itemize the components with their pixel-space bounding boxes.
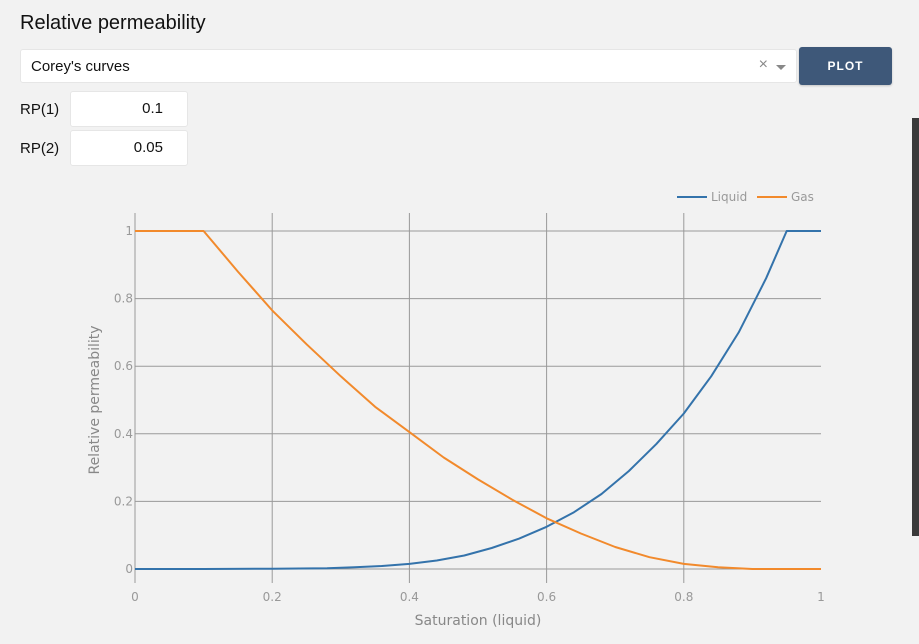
series-line-gas: [135, 230, 821, 570]
scrollbar[interactable]: [912, 118, 919, 536]
y-axis-title: Relative permeability: [87, 325, 103, 474]
clear-icon[interactable]: ×: [758, 56, 768, 73]
y-tick-label: 0.6: [114, 359, 133, 373]
legend: Liquid Gas: [677, 190, 814, 204]
x-tick-label: 0: [131, 590, 139, 604]
y-tick-label: 0.2: [114, 494, 133, 508]
chevron-down-icon[interactable]: [776, 65, 786, 70]
rp2-label: RP(2): [20, 140, 60, 157]
x-tick-label: 1: [817, 590, 825, 604]
series-line-liquid: [135, 230, 821, 570]
grid: [134, 213, 821, 583]
y-tick-label: 0.4: [114, 427, 133, 441]
curve-type-select[interactable]: Corey's curves ×: [20, 49, 797, 83]
rp1-label: RP(1): [20, 101, 60, 118]
y-tick-label: 0: [125, 562, 133, 576]
rp1-input[interactable]: 0.1: [70, 91, 188, 127]
legend-label-liquid: Liquid: [711, 190, 747, 204]
y-tick-label: 0.8: [114, 292, 133, 306]
x-tick-label: 0.4: [400, 590, 419, 604]
y-tick-label: 1: [125, 224, 133, 238]
x-tick-label: 0.6: [537, 590, 556, 604]
legend-label-gas: Gas: [791, 190, 814, 204]
series: [135, 230, 821, 570]
x-axis-title: Saturation (liquid): [415, 613, 542, 629]
page-title: Relative permeability: [20, 12, 206, 34]
y-ticks: 0 0.2 0.4 0.6 0.8 1: [114, 224, 133, 576]
x-ticks: 0 0.2 0.4 0.6 0.8 1: [131, 590, 825, 604]
rp2-input[interactable]: 0.05: [70, 130, 188, 166]
x-tick-label: 0.8: [674, 590, 693, 604]
x-tick-label: 0.2: [263, 590, 282, 604]
curve-type-value: Corey's curves: [31, 58, 130, 75]
plot-button[interactable]: PLOT: [799, 47, 892, 85]
